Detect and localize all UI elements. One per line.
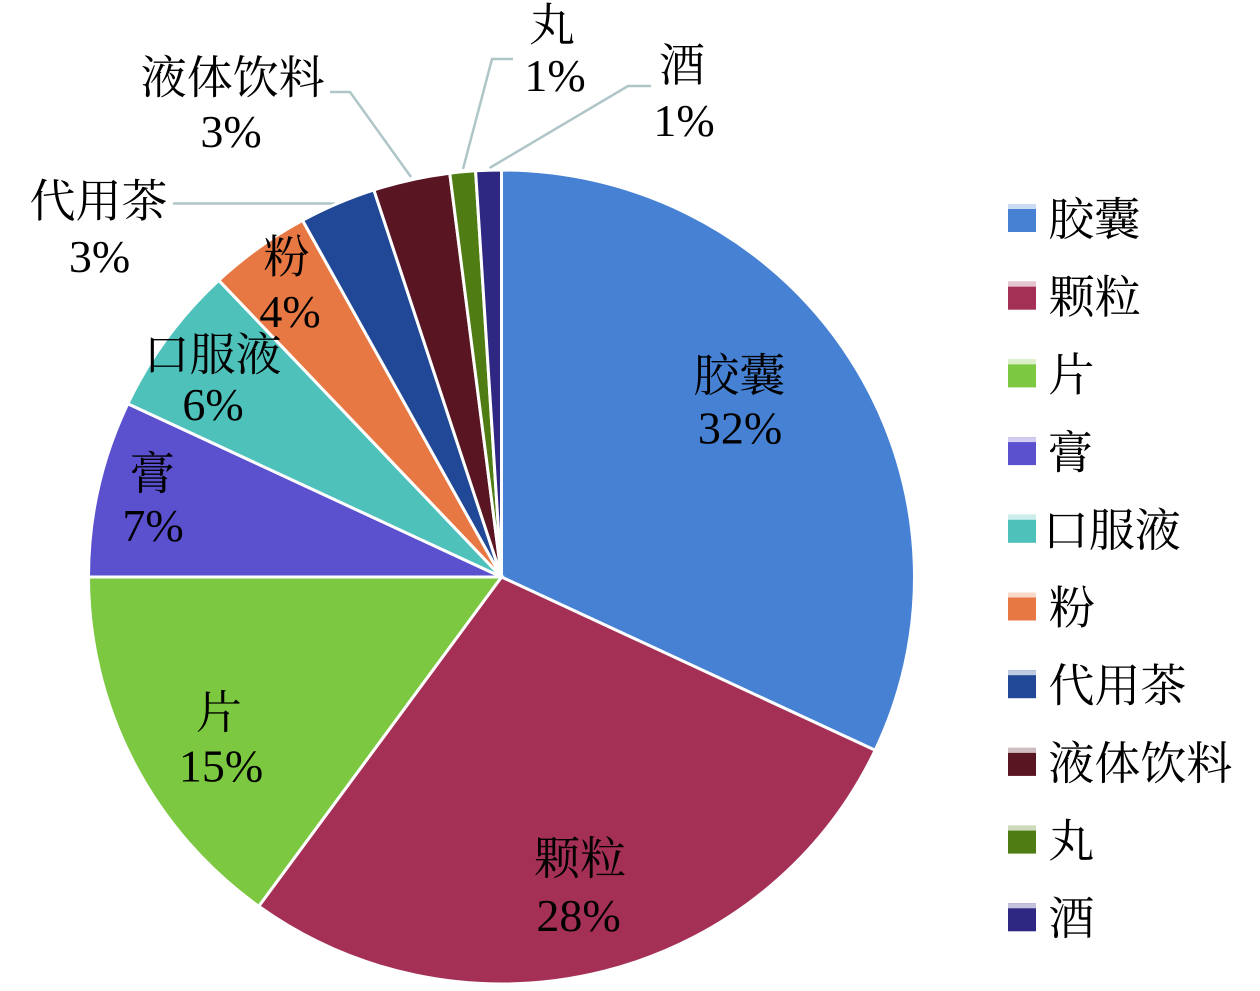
svg-text:1%: 1% [653,95,714,146]
svg-text:7%: 7% [122,500,183,551]
svg-text:15%: 15% [179,741,263,792]
svg-text:6%: 6% [182,379,243,430]
svg-text:28%: 28% [536,890,620,941]
svg-text:3%: 3% [69,231,130,282]
svg-text:3%: 3% [200,106,261,157]
svg-text:4%: 4% [259,286,320,337]
svg-text:32%: 32% [698,403,782,454]
svg-text:1%: 1% [524,50,585,101]
